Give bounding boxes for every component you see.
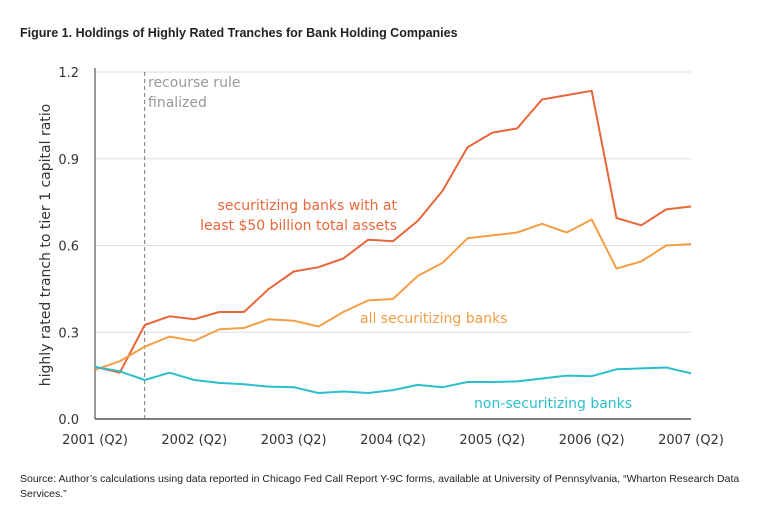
x-tick-label: 2004 (Q2) <box>360 433 426 448</box>
y-tick-label: 1.2 <box>58 66 79 81</box>
y-tick-label: 0.0 <box>58 413 79 428</box>
x-tick-label: 2001 (Q2) <box>62 433 128 448</box>
series-label-large-banks-2: least $50 billion total assets <box>200 218 397 234</box>
series-label-all-securitizing: all securitizing banks <box>360 311 508 327</box>
y-tick-label: 0.3 <box>58 326 79 341</box>
series-line-0 <box>94 89 692 374</box>
x-tick-label: 2005 (Q2) <box>459 433 525 448</box>
annotation-line2: finalized <box>148 95 207 111</box>
x-tick-label: 2007 (Q2) <box>658 433 724 448</box>
chart-title: Figure 1. Holdings of Highly Rated Tranc… <box>20 26 458 40</box>
source-note: Source: Author’s calculations using data… <box>20 473 740 500</box>
series-line-1 <box>94 218 692 371</box>
x-tick-label: 2003 (Q2) <box>261 433 327 448</box>
y-axis-label: highly rated tranch to tier 1 capital ra… <box>38 104 54 386</box>
series-label-large-banks-1: securitizing banks with at <box>218 198 398 214</box>
y-tick-label: 0.6 <box>58 240 79 255</box>
annotation-line1: recourse rule <box>148 75 240 91</box>
x-tick-label: 2006 (Q2) <box>559 433 625 448</box>
x-tick-label: 2002 (Q2) <box>161 433 227 448</box>
series-label-non-securitizing: non-securitizing banks <box>474 396 632 412</box>
y-tick-label: 0.9 <box>58 153 79 168</box>
series-line-2 <box>94 365 692 394</box>
